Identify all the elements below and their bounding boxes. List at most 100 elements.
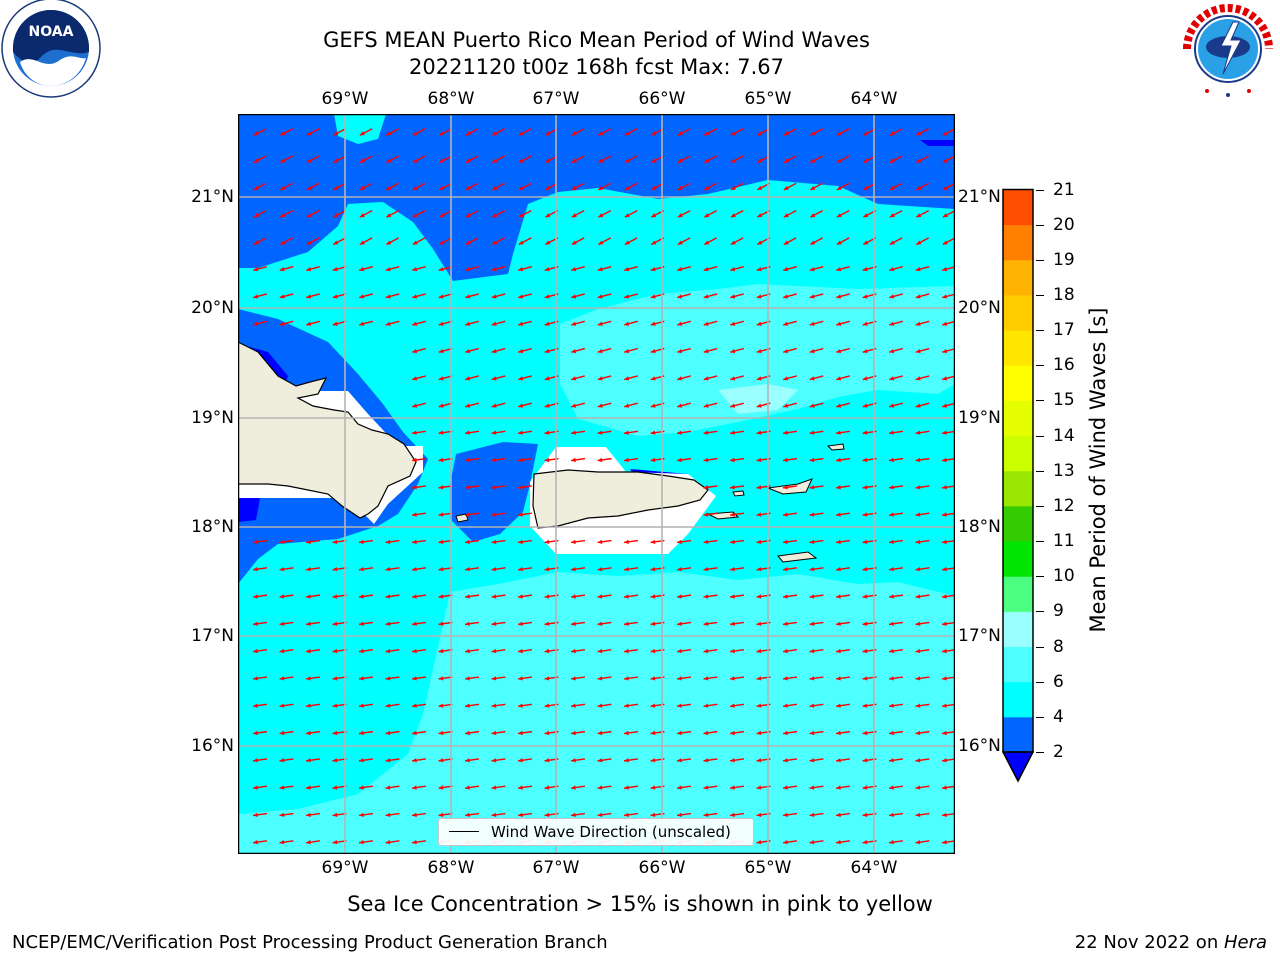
wind-wave-arrowhead: [862, 758, 868, 763]
wind-wave-arrowhead: [571, 131, 577, 136]
wind-wave-arrowhead: [915, 512, 921, 517]
wind-wave-arrowhead: [333, 131, 339, 136]
map-legend: Wind Wave Direction (unscaled): [438, 818, 754, 846]
wind-wave-arrowhead: [465, 213, 471, 218]
wind-wave-arrowhead: [412, 512, 417, 517]
wind-wave-arrowhead: [438, 539, 444, 545]
wind-wave-arrowhead: [651, 240, 657, 245]
wind-wave-arrowhead: [439, 213, 445, 218]
wind-wave-arrowhead: [915, 321, 921, 326]
wind-wave-arrowhead: [465, 758, 470, 763]
wind-wave-arrowhead: [730, 566, 735, 572]
wind-wave-arrowhead: [889, 839, 894, 845]
wind-wave-arrowhead: [306, 812, 311, 818]
wind-wave-arrowhead: [915, 539, 921, 545]
lat-label-left: 16°N: [191, 736, 234, 756]
wind-wave-arrowhead: [730, 485, 735, 490]
wind-wave-arrowhead: [438, 785, 444, 790]
wind-wave-arrowhead: [333, 213, 339, 218]
wind-wave-arrowhead: [889, 457, 894, 463]
wind-wave-arrowhead: [783, 267, 789, 272]
colorbar-tick-mark: [1036, 611, 1044, 613]
wind-wave-arrowhead: [889, 430, 894, 435]
wind-wave-arrowhead: [915, 457, 921, 463]
wind-wave-arrowhead: [518, 430, 523, 435]
wind-wave-arrowhead: [889, 348, 895, 354]
wind-wave-arrowhead: [491, 785, 497, 790]
contour-band-8-9: [718, 384, 798, 414]
wind-wave-arrowhead: [942, 676, 947, 681]
wind-wave-arrowhead: [915, 376, 921, 381]
wind-wave-arrowhead: [412, 676, 417, 681]
map-gridlines: [238, 114, 955, 854]
wind-wave-arrowhead: [862, 566, 868, 572]
wind-wave-arrowhead: [783, 566, 788, 572]
wind-wave-arrowhead: [279, 812, 285, 818]
wind-wave-arrowhead: [359, 158, 365, 163]
wind-wave-arrowhead: [836, 676, 841, 681]
wind-wave-arrowhead: [889, 648, 894, 654]
wind-wave-arrowhead: [279, 648, 285, 654]
wind-wave-arrowhead: [650, 730, 656, 736]
wind-wave-arrowhead: [703, 785, 709, 790]
wind-wave-arrowhead: [359, 812, 364, 818]
lon-label-top: 68°W: [427, 89, 475, 109]
colorbar-tick-label: 13: [1053, 460, 1075, 481]
wind-wave-arrowhead: [280, 131, 286, 136]
wind-wave-arrowhead: [783, 839, 788, 845]
colorbar-tick-mark: [1036, 576, 1044, 578]
wind-wave-arrowhead: [359, 594, 364, 599]
wind-wave-arrowhead: [915, 485, 921, 490]
wind-wave-arrowhead: [544, 430, 550, 435]
wind-wave-arrowhead: [306, 566, 311, 572]
wind-wave-arrowhead: [412, 430, 417, 435]
wind-wave-arrowhead: [862, 512, 868, 517]
wind-wave-arrowhead: [809, 730, 815, 736]
wind-wave-arrowhead: [916, 131, 922, 136]
wind-wave-arrowhead: [651, 213, 657, 218]
wind-wave-arrowhead: [677, 240, 683, 245]
wind-wave-arrowhead: [783, 321, 789, 326]
wind-wave-arrowhead: [491, 812, 497, 818]
wind-wave-arrowhead: [730, 348, 736, 354]
wind-wave-arrowhead: [783, 594, 788, 599]
wind-wave-arrowhead: [624, 213, 630, 218]
wind-wave-arrowhead: [756, 703, 762, 708]
wind-wave-arrowhead: [280, 158, 286, 163]
wind-wave-arrowhead: [650, 267, 656, 272]
wind-wave-arrowhead: [836, 348, 842, 354]
wind-wave-arrowhead: [650, 648, 656, 654]
wind-wave-arrowhead: [783, 403, 789, 408]
wind-wave-arrowhead: [730, 730, 735, 736]
wind-wave-arrowhead: [624, 430, 629, 435]
wind-wave-arrowhead: [756, 321, 762, 326]
colorbar-tick-mark: [1036, 541, 1044, 543]
wind-wave-arrowhead: [624, 158, 630, 163]
wind-wave-arrowhead: [306, 267, 312, 272]
wind-wave-arrowhead: [279, 594, 285, 599]
legend-line-sample: [449, 831, 479, 832]
wind-wave-arrowhead: [544, 376, 550, 381]
wind-wave-arrowhead: [253, 213, 259, 218]
wind-wave-arrowhead: [783, 158, 789, 163]
wind-wave-arrowhead: [332, 785, 338, 790]
colorbar-tick-mark: [1036, 330, 1044, 332]
wind-wave-arrowhead: [915, 294, 921, 299]
wind-wave-arrowhead: [279, 676, 285, 681]
wind-wave-arrowhead: [810, 213, 816, 218]
lat-label-right: 17°N: [958, 626, 1001, 646]
wind-wave-arrowhead: [597, 376, 603, 381]
lat-label-left: 17°N: [191, 626, 234, 646]
wind-wave-arrowhead: [677, 376, 683, 381]
wind-wave-arrowhead: [571, 594, 576, 599]
wind-wave-arrowhead: [809, 430, 815, 435]
wind-wave-arrowhead: [597, 321, 603, 326]
wind-wave-arrowhead: [280, 240, 286, 245]
wind-wave-arrowhead: [836, 457, 841, 463]
wind-wave-arrowhead: [730, 648, 735, 654]
footer-branch: NCEP/EMC/Verification Post Processing Pr…: [12, 932, 608, 953]
wind-wave-arrowhead: [862, 703, 868, 708]
wind-wave-arrowhead: [624, 785, 629, 790]
wind-wave-arrowhead: [677, 348, 683, 354]
wind-wave-arrowhead: [438, 512, 444, 517]
